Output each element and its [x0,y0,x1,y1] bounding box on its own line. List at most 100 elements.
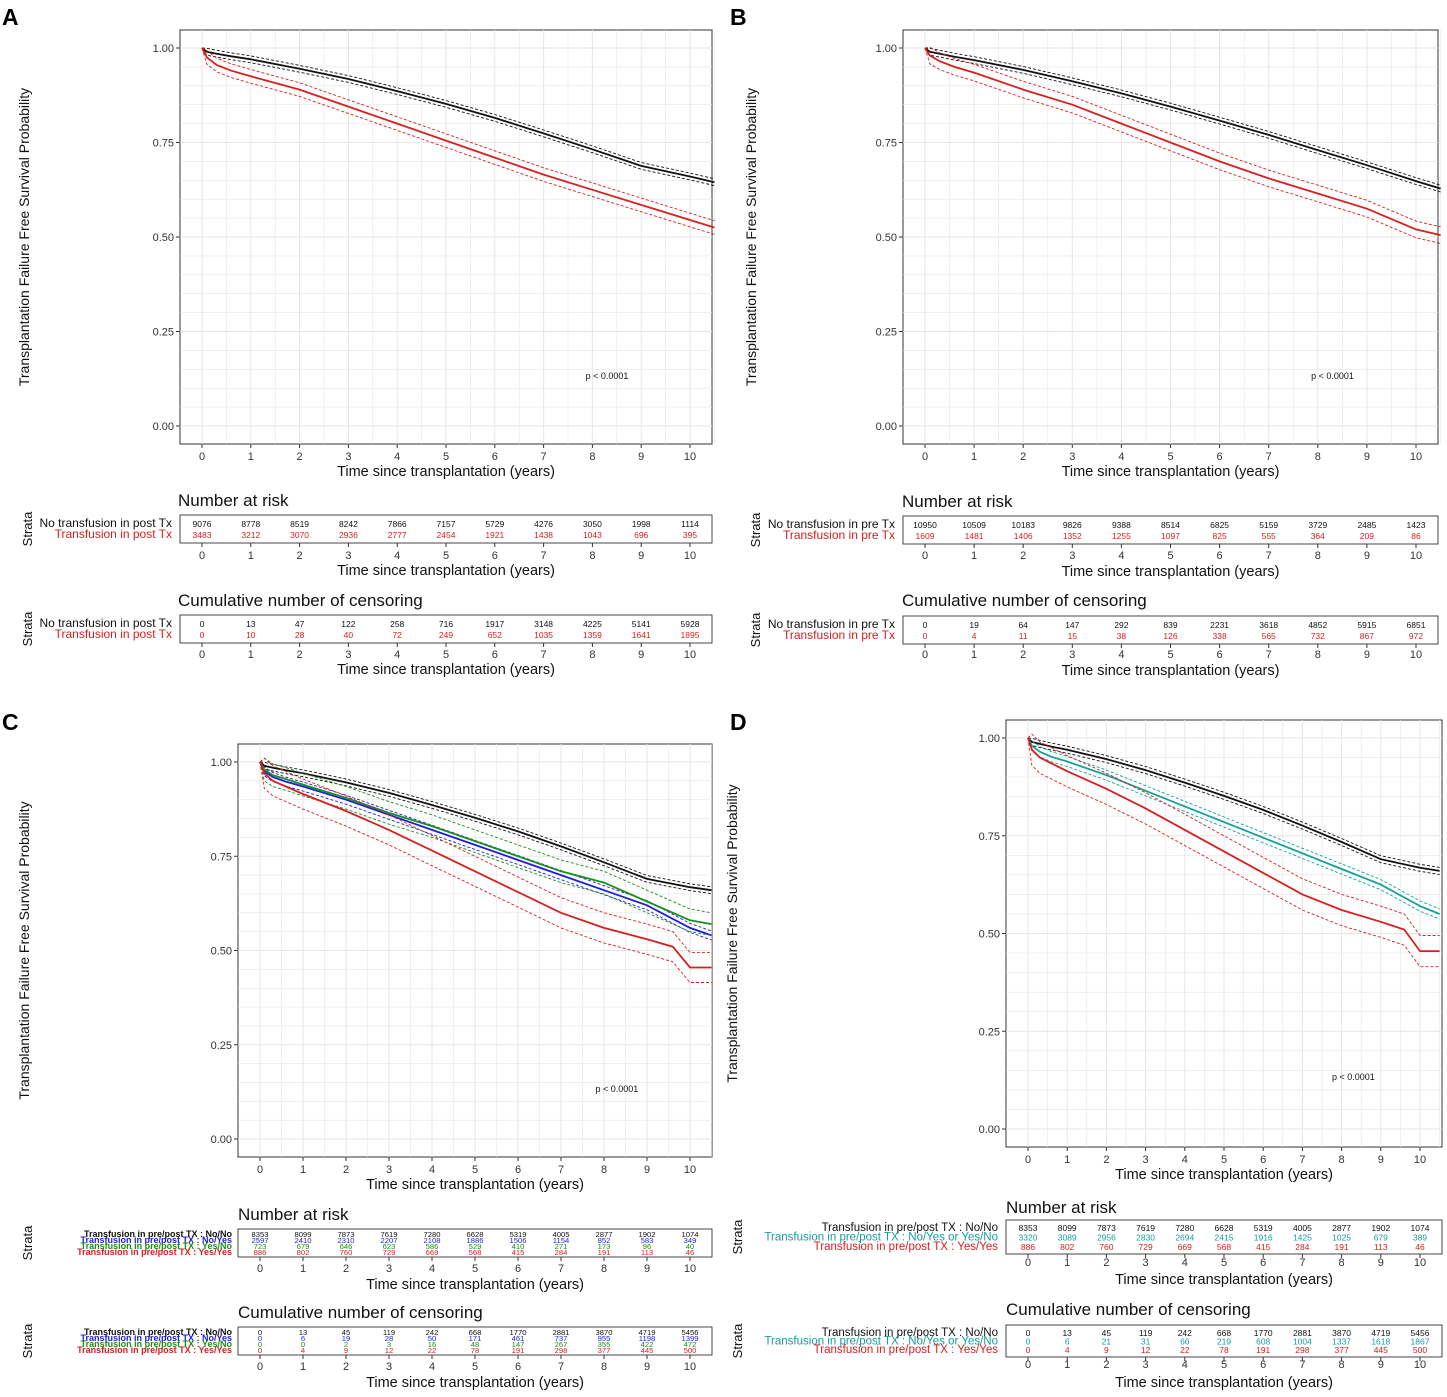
censor-table-cell: 1004 [1293,1337,1312,1347]
risk-table-x-tick-label: 2 [343,1263,349,1275]
censor-table-cell: 4 [1065,1345,1070,1355]
censor-table-title: Cumulative number of censoring [178,591,423,610]
ci-upper-red [201,47,715,222]
risk-table-cell: 113 [1374,1242,1388,1252]
censor-table-cell: 5928 [681,619,700,629]
y-tick-label: 0.25 [876,327,897,339]
censor-table-cell: 737 [555,1334,568,1343]
risk-table-cell: 1097 [1161,531,1180,541]
risk-table-x-tick-label: 10 [1414,1257,1426,1269]
risk-table-x-tick-label: 1 [971,550,977,562]
risk-table-row-label: Transfusion in post Tx [55,527,172,541]
risk-table-x-tick-label: 5 [472,1263,478,1275]
x-tick-label: 0 [1025,1154,1031,1166]
censor-table-cell: 19 [969,620,979,630]
censor-table-x-tick-label: 7 [1299,1359,1305,1371]
ci-upper-teal [1027,737,1440,910]
censor-table-cell: 13 [299,1328,308,1337]
risk-table-cell: 8099 [295,1230,312,1239]
censor-table-cell: 50 [428,1334,437,1343]
censor-table-x-tick-label: 10 [1410,649,1422,661]
censor-table-cell: 716 [439,619,453,629]
risk-table-cell: 2108 [424,1236,441,1245]
risk-table-cell: 555 [1262,531,1276,541]
risk-table-cell: 2936 [339,530,358,540]
censor-table-row-label: Transfusion in pre/post TX : Yes/No [81,1339,233,1349]
risk-table-cell: 2877 [1332,1223,1351,1233]
censor-table-x-tick-label: 5 [1221,1359,1227,1371]
risk-table-cell: 886 [254,1248,267,1257]
x-tick-label: 1 [1064,1154,1070,1166]
risk-table-cell: 410 [512,1242,525,1251]
risk-table-title: Number at risk [238,1205,349,1224]
y-tick-label: 0.75 [876,138,897,150]
survival-curve-black [1027,737,1440,872]
risk-table-x-axis-title: Time since transplantation (years) [337,563,555,579]
risk-table-row-label: Transfusion in pre/post TX : Yes/Yes [77,1247,232,1257]
censor-table-x-tick-label: 6 [492,649,498,661]
censor-table-x-tick-label: 8 [601,1361,607,1373]
censor-table-x-tick-label: 4 [429,1361,435,1373]
risk-table-cell: 760 [1099,1242,1113,1252]
censor-table-cell: 472 [684,1340,697,1349]
risk-table-cell: 3483 [193,530,212,540]
risk-table-x-tick-label: 1 [1064,1257,1070,1269]
censor-table-x-tick-label: 3 [386,1361,392,1373]
censor-table-cell: 500 [684,1346,697,1355]
censor-table-cell: 1618 [1371,1337,1390,1347]
censor-table-cell: 72 [392,630,402,640]
risk-table-cell: 2956 [1097,1233,1116,1243]
censor-table-cell: 4852 [1308,620,1327,630]
censor-table-cell: 4 [972,631,977,641]
risk-table-x-axis-title: Time since transplantation (years) [366,1277,584,1293]
y-axis-title: Transplantation Failure Free Survival Pr… [724,784,740,1082]
censor-table-cell: 19 [342,1334,351,1343]
risk-table-cell: 729 [1139,1242,1153,1252]
x-tick-label: 4 [394,451,400,463]
censor-table-cell: 6851 [1407,620,1426,630]
censor-table-cell: 5915 [1357,620,1376,630]
y-tick-label: 0.00 [876,421,897,433]
risk-table-cell: 802 [1060,1242,1074,1252]
y-tick-label: 0.75 [211,851,232,863]
risk-table-cell: 1425 [1293,1233,1312,1243]
y-tick-label: 0.00 [979,1124,1000,1136]
censor-table-cell: 147 [1065,620,1079,630]
risk-table-cell: 1255 [1112,531,1131,541]
risk-table-cell: 1438 [534,530,553,540]
censor-table-cell: 0 [1026,1337,1031,1347]
grid [238,744,712,1157]
censor-table-cell: 668 [469,1328,482,1337]
risk-table-x-tick-label: 5 [1221,1257,1227,1269]
risk-table-cell: 1114 [681,519,699,529]
censor-table-cell: 608 [1256,1337,1270,1347]
risk-table-x-tick-label: 0 [199,550,205,562]
censor-table-cell: 1198 [639,1334,655,1343]
risk-table-cell: 7280 [1175,1223,1194,1233]
censor-table-cell: 377 [598,1346,611,1355]
risk-table-cell: 7873 [1097,1223,1116,1233]
censor-table-cell: 12 [1141,1345,1151,1355]
risk-table-x-tick-label: 4 [429,1263,435,1275]
risk-table-cell: 1043 [583,530,602,540]
risk-table-cell: 46 [686,1248,695,1257]
censor-table-strata-label: Strata [748,612,763,647]
censor-table-cell: 422 [641,1340,654,1349]
censor-table-cell: 0 [301,1340,305,1349]
censor-table-row-label: No transfusion in post Tx [39,616,172,630]
risk-table-cell: 6628 [467,1230,484,1239]
censor-table-cell: 45 [1102,1328,1112,1338]
censor-table-x-tick-label: 1 [300,1361,306,1373]
censor-table-cell: 122 [341,619,355,629]
risk-table-row-label: Transfusion in pre/post TX : No/No [84,1229,233,1239]
risk-table-x-tick-label: 9 [638,550,644,562]
censor-table-cell: 3 [387,1340,391,1349]
ci-upper-red [924,46,1441,228]
censor-table-cell: 732 [1311,631,1325,641]
censor-table-cell: 12 [385,1346,394,1355]
ci-lower-red [924,47,1441,244]
censor-table-cell: 242 [1178,1328,1192,1338]
risk-table-cell: 4276 [534,519,553,529]
y-tick-label: 0.50 [876,232,897,244]
risk-table-cell: 7619 [381,1230,398,1239]
